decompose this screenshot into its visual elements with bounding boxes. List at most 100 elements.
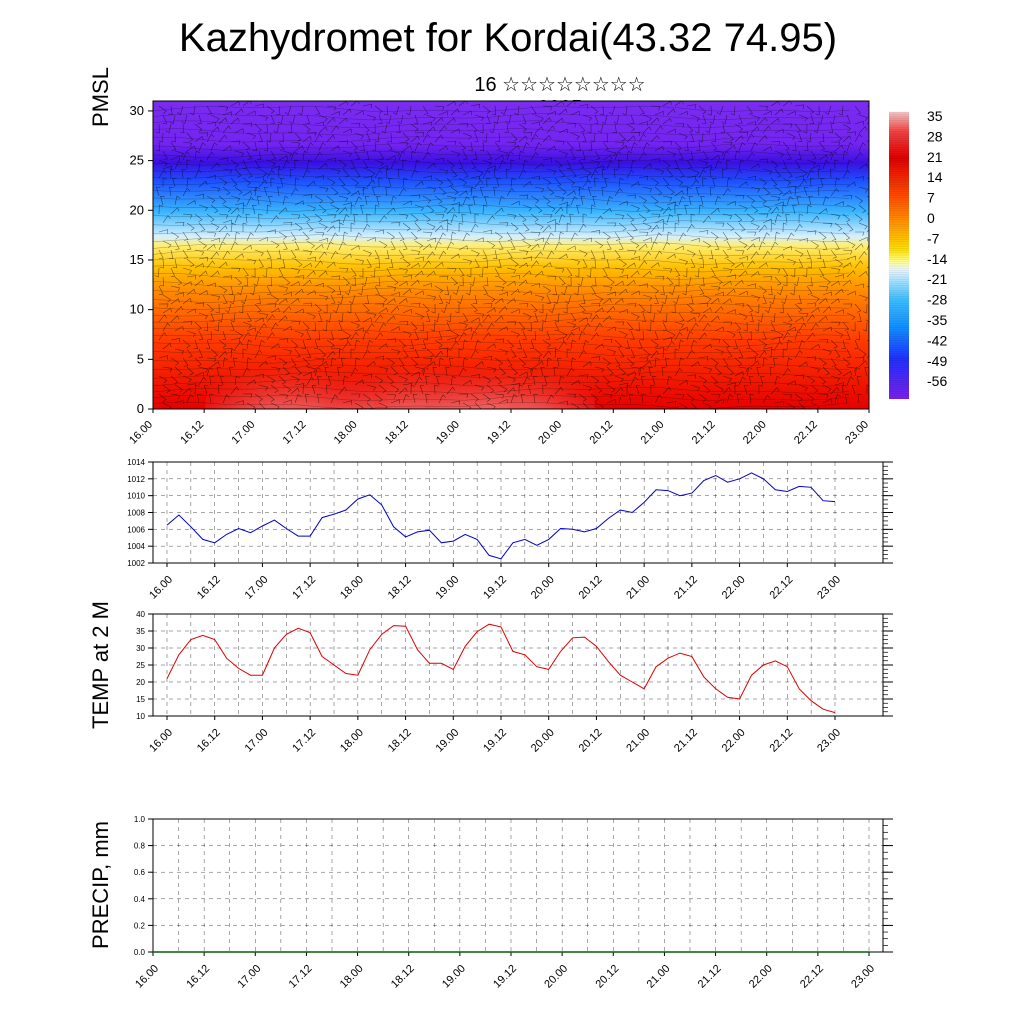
section-x-tick-label: 18.00 bbox=[332, 419, 360, 447]
pmsl-x-tick-label: 16.00 bbox=[147, 574, 175, 602]
colorbar-label: -35 bbox=[927, 312, 947, 328]
colorbar-label: -42 bbox=[927, 332, 947, 348]
temp-y-axis-label: TEMP at 2 M bbox=[88, 601, 113, 729]
temp-x-tick-label: 22.00 bbox=[720, 727, 748, 755]
section-x-tick-label: 16.12 bbox=[178, 419, 206, 447]
temp-x-tick-label: 18.00 bbox=[338, 727, 366, 755]
temp-y-tick-label: 35 bbox=[136, 627, 145, 636]
temp-y-tick-label: 40 bbox=[136, 610, 145, 619]
pmsl-y-tick-label: 1002 bbox=[127, 559, 145, 568]
precip-x-tick-label: 21.00 bbox=[645, 963, 673, 991]
section-x-tick-label: 22.12 bbox=[792, 419, 820, 447]
section-x-tick-label: 16.00 bbox=[127, 419, 155, 447]
section-x-tick-label: 21.12 bbox=[690, 419, 718, 447]
pmsl-y-tick-label: 1006 bbox=[127, 525, 145, 534]
precip-x-tick-label: 17.12 bbox=[287, 963, 315, 991]
warm-cell-3 bbox=[425, 339, 595, 409]
colorbar-label: -49 bbox=[927, 353, 947, 369]
precip-x-tick-label: 18.12 bbox=[389, 963, 417, 991]
precip-x-tick-label: 22.12 bbox=[798, 963, 826, 991]
precip-x-tick-label: 19.12 bbox=[491, 963, 519, 991]
section-y-tick-label: 30 bbox=[130, 103, 144, 118]
pmsl-x-tick-label: 22.00 bbox=[720, 574, 748, 602]
precip-x-tick-label: 20.00 bbox=[542, 963, 570, 991]
temp-x-tick-label: 21.12 bbox=[672, 727, 700, 755]
temp-panel: 10 15 20 25 30 35 40 16.00 16.12 17.00 17.12 18.00 1… bbox=[88, 601, 893, 755]
temp-y-tick-label: 10 bbox=[136, 712, 145, 721]
section-y-tick-label: 5 bbox=[137, 351, 144, 366]
pmsl-y-axis-label: PMSL bbox=[88, 67, 113, 127]
colorbar: 35 28 21 14 7 0 -7 -14 -21 -28 -35 -42 -49 -56 bbox=[889, 108, 947, 399]
precip-y-axis-label: PRECIP, mm bbox=[88, 821, 113, 949]
section-y-tick-label: 20 bbox=[130, 202, 144, 217]
chart-title: Kazhydromet for Kordai(43.32 74.95) bbox=[178, 16, 838, 60]
cross-section-plot: 0 5 10 15 20 25 30 16.00 16.12 17.00 17.12 18.00 18.… bbox=[127, 100, 871, 447]
section-x-tick-label: 23.00 bbox=[843, 419, 871, 447]
precip-x-tick-label: 22.00 bbox=[747, 963, 775, 991]
pmsl-x-tick-label: 20.12 bbox=[577, 574, 605, 602]
precip-y-tick-label: 0.6 bbox=[134, 868, 146, 877]
colorbar-label: 28 bbox=[927, 128, 943, 144]
precip-x-tick-label: 18.00 bbox=[338, 963, 366, 991]
colorbar-label: 35 bbox=[927, 108, 943, 124]
pmsl-x-tick-label: 20.00 bbox=[529, 574, 557, 602]
pmsl-y-tick-label: 1012 bbox=[127, 475, 145, 484]
section-y-tick-label: 25 bbox=[130, 153, 144, 168]
temp-x-tick-label: 21.00 bbox=[624, 727, 652, 755]
colorbar-bands bbox=[889, 111, 909, 399]
precip-x-tick-label: 19.00 bbox=[440, 963, 468, 991]
section-x-tick-label: 18.12 bbox=[383, 419, 411, 447]
precip-x-tick-label: 20.12 bbox=[593, 963, 621, 991]
pmsl-x-tick-label: 19.00 bbox=[433, 574, 461, 602]
temp-x-tick-label: 20.12 bbox=[577, 727, 605, 755]
section-x-tick-label: 20.12 bbox=[587, 419, 615, 447]
pmsl-x-tick-label: 16.12 bbox=[195, 574, 223, 602]
temp-series-line bbox=[166, 623, 836, 714]
section-x-tick-label: 19.00 bbox=[434, 419, 462, 447]
temp-x-tick-label: 17.12 bbox=[290, 727, 318, 755]
temp-x-tick-label: 20.00 bbox=[529, 727, 557, 755]
colorbar-scale bbox=[889, 112, 909, 399]
precip-frame bbox=[152, 818, 884, 953]
colorbar-label: 21 bbox=[927, 149, 943, 165]
temp-x-tick-label: 16.00 bbox=[147, 727, 175, 755]
wind-barbs bbox=[154, 101, 869, 409]
warm-cell-1 bbox=[205, 339, 375, 409]
temp-x-tick-label: 18.12 bbox=[386, 727, 414, 755]
section-x-tick-label: 17.00 bbox=[229, 419, 257, 447]
colorbar-label: -14 bbox=[927, 251, 947, 267]
section-x-tick-label: 17.12 bbox=[281, 419, 309, 447]
temp-x-tick-label: 17.00 bbox=[243, 727, 271, 755]
temp-y-tick-label: 30 bbox=[136, 644, 145, 653]
temp-y-tick-label: 20 bbox=[136, 678, 145, 687]
pmsl-x-tick-label: 17.00 bbox=[243, 574, 271, 602]
precip-x-tick-label: 17.00 bbox=[235, 963, 263, 991]
pmsl-y-tick-label: 1004 bbox=[127, 542, 145, 551]
pmsl-x-tick-label: 21.12 bbox=[672, 574, 700, 602]
temp-x-tick-label: 19.12 bbox=[481, 727, 509, 755]
temp-x-tick-label: 19.00 bbox=[433, 727, 461, 755]
temp-x-tick-label: 22.12 bbox=[767, 727, 795, 755]
precip-y-tick-label: 0.8 bbox=[134, 842, 146, 851]
section-y-tick-label: 0 bbox=[137, 401, 144, 416]
pmsl-x-tick-label: 19.12 bbox=[481, 574, 509, 602]
colorbar-label: -7 bbox=[927, 230, 940, 246]
colorbar-label: -56 bbox=[927, 373, 947, 389]
colorbar-label: -21 bbox=[927, 271, 947, 287]
section-x-tick-label: 22.00 bbox=[741, 419, 769, 447]
pmsl-y-tick-label: 1008 bbox=[127, 509, 145, 518]
precip-y-tick-label: 0.2 bbox=[134, 921, 146, 930]
precip-y-tick-label: 1.0 bbox=[134, 815, 146, 824]
precip-x-tick-label: 16.12 bbox=[184, 963, 212, 991]
precip-y-tick-label: 0.4 bbox=[134, 895, 146, 904]
colorbar-label: 14 bbox=[927, 169, 943, 185]
temp-x-tick-label: 23.00 bbox=[815, 727, 843, 755]
temp-x-tick-label: 16.12 bbox=[195, 727, 223, 755]
section-field bbox=[153, 101, 869, 409]
precip-x-tick-label: 23.00 bbox=[849, 963, 877, 991]
pmsl-x-tick-label: 18.12 bbox=[386, 574, 414, 602]
pmsl-x-tick-label: 22.12 bbox=[767, 574, 795, 602]
section-x-tick-label: 19.12 bbox=[485, 419, 513, 447]
pmsl-y-tick-label: 1014 bbox=[127, 458, 145, 467]
temp-frame bbox=[152, 613, 884, 717]
